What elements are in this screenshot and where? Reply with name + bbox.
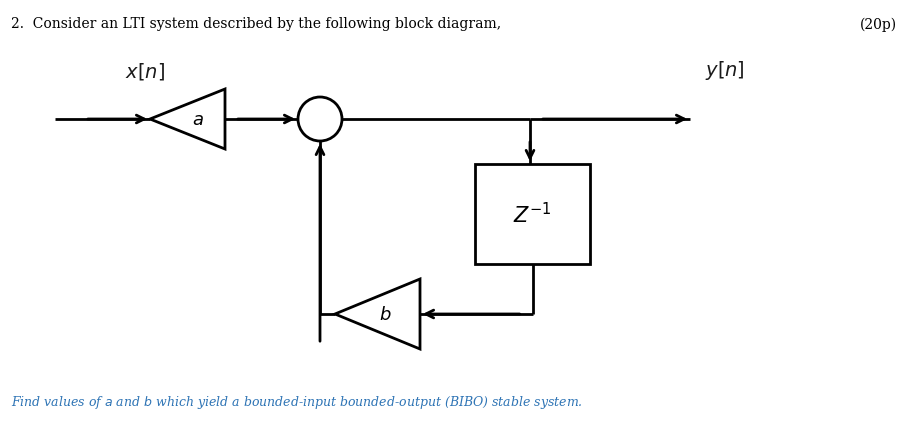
- Text: Find values of $a$ and $b$ which yield a bounded-input bounded-output (BIBO) sta: Find values of $a$ and $b$ which yield a…: [11, 393, 583, 410]
- Text: $y[n]$: $y[n]$: [705, 59, 745, 82]
- Text: 2.  Consider an LTI system described by the following block diagram,: 2. Consider an LTI system described by t…: [11, 17, 501, 31]
- Text: $Z^{-1}$: $Z^{-1}$: [513, 202, 552, 227]
- Text: $a$: $a$: [192, 111, 203, 129]
- Bar: [475, 164, 590, 264]
- Text: $b$: $b$: [380, 305, 391, 323]
- Text: (20p): (20p): [860, 17, 897, 32]
- Text: $x[n]$: $x[n]$: [125, 61, 165, 82]
